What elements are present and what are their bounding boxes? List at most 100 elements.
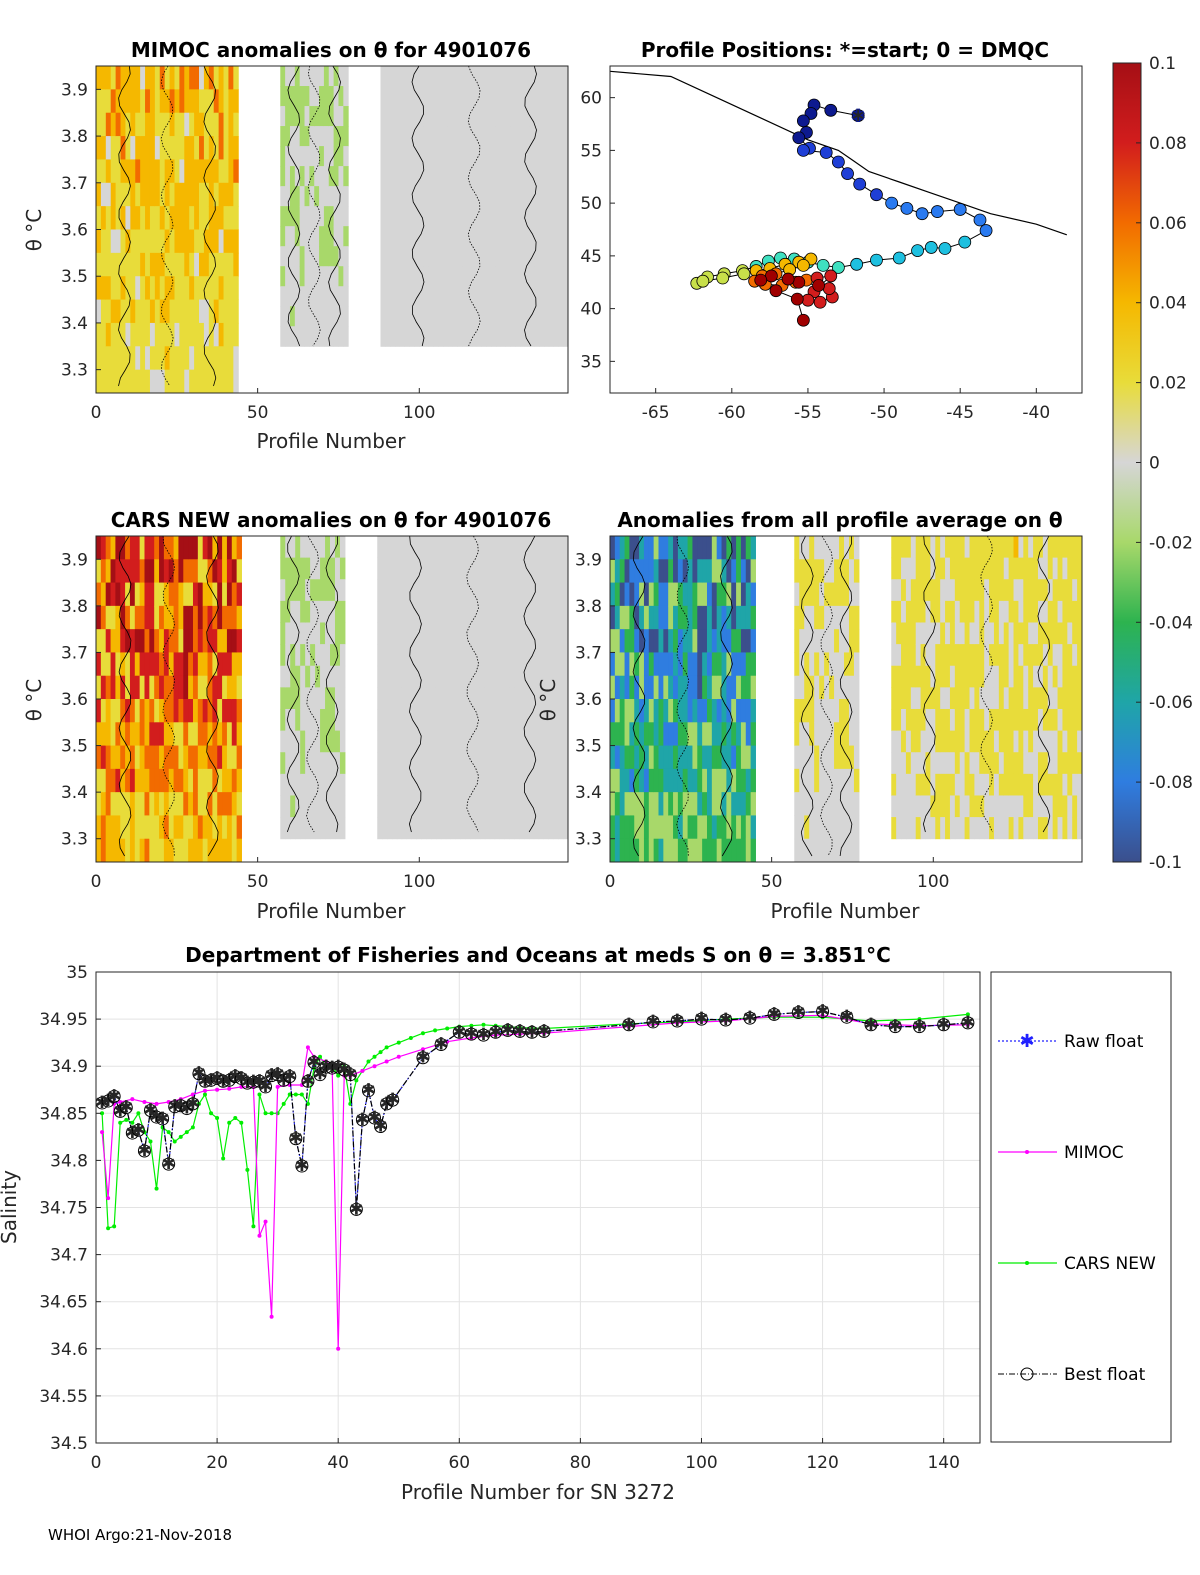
contour-line <box>307 66 321 347</box>
heatmap-cell <box>484 579 491 602</box>
heatmap-cell <box>154 322 161 347</box>
heatmap-cell <box>325 752 331 775</box>
heatmap-cell <box>323 326 330 347</box>
heatmap-cell <box>178 605 184 630</box>
raw-float-point: ✱ <box>815 1002 829 1022</box>
heatmap-cell <box>154 159 161 184</box>
heatmap-cell <box>130 159 136 184</box>
heatmap-cell <box>339 817 346 840</box>
heatmap-cell <box>964 752 971 775</box>
heatmap-cell <box>105 838 112 862</box>
heatmap-cell <box>901 622 907 645</box>
heatmap-cell <box>164 346 171 371</box>
heatmap-cell <box>290 687 296 710</box>
heatmap-cell <box>819 652 825 677</box>
heatmap-cell <box>174 252 180 277</box>
heatmap-cell <box>380 246 386 267</box>
heatmap-cell <box>629 768 635 793</box>
heatmap-cell <box>396 622 403 645</box>
heatmap-cell <box>290 752 296 775</box>
heatmap-cell <box>499 817 505 840</box>
raw-float-point: ✱ <box>864 1015 878 1035</box>
heatmap-cell <box>457 326 463 347</box>
heatmap-cell <box>285 557 291 580</box>
heatmap-cell <box>208 299 215 324</box>
heatmap-cell <box>305 730 311 753</box>
heatmap-cell <box>228 276 234 301</box>
heatmap-cell <box>391 817 398 840</box>
best-float-point <box>150 1110 164 1124</box>
heatmap-cell <box>387 600 393 623</box>
heatmap-cell <box>692 605 698 630</box>
heatmap-cell <box>925 817 931 840</box>
heatmap-cell <box>984 817 990 840</box>
raw-float-point: ✱ <box>537 1021 551 1041</box>
heatmap-cell <box>334 752 341 775</box>
heatmap-cell <box>280 730 286 753</box>
heatmap-cell <box>624 605 630 630</box>
heatmap-cell <box>440 817 447 840</box>
heatmap-cell <box>202 722 209 747</box>
heatmap-cell <box>207 536 213 560</box>
profile-position-marker <box>812 279 825 292</box>
heatmap-cell <box>697 699 703 723</box>
heatmap-cell <box>500 186 506 207</box>
heatmap-cell <box>721 605 727 630</box>
heatmap-cell <box>804 768 810 793</box>
heatmap-cell <box>197 815 204 840</box>
heatmap-cell <box>677 792 684 816</box>
heatmap-cell <box>431 708 437 732</box>
heatmap-cell <box>280 126 286 147</box>
heatmap-cell <box>285 286 291 307</box>
heatmap-cell <box>533 687 540 710</box>
heatmap-cell <box>409 106 415 127</box>
heatmap-cell <box>998 773 1005 796</box>
heatmap-cell <box>421 579 427 602</box>
heatmap-cell <box>338 206 344 227</box>
heatmap-cell <box>515 226 521 247</box>
heatmap-cell <box>1037 795 1044 818</box>
heatmap-cell <box>294 126 301 147</box>
heatmap-cell <box>476 326 482 347</box>
heatmap-cell <box>149 66 156 90</box>
heatmap-cell <box>163 815 170 840</box>
heatmap-cell <box>519 579 525 602</box>
heatmap-cell <box>1028 536 1034 559</box>
heatmap-cell <box>163 722 170 747</box>
heatmap-cell <box>194 136 200 160</box>
heatmap-cell <box>438 186 444 207</box>
heatmap-cell <box>290 600 296 623</box>
heatmap-cell <box>197 768 204 793</box>
heatmap-cell <box>416 752 422 775</box>
heatmap-cell <box>1062 730 1068 753</box>
heatmap-cell <box>494 817 501 840</box>
heatmap-cell <box>920 622 926 645</box>
heatmap-cell <box>457 226 463 247</box>
heatmap-cell <box>442 286 449 307</box>
heatmap-cell <box>824 559 830 584</box>
heatmap-cell <box>314 246 320 267</box>
heatmap-cell <box>452 186 458 207</box>
heatmap-cell <box>553 326 559 347</box>
heatmap-cell <box>740 605 747 630</box>
heatmap-cell <box>945 644 951 667</box>
heatmap-cell <box>848 675 855 700</box>
heatmap-cell <box>213 182 220 207</box>
heatmap-cell <box>406 622 412 645</box>
heatmap-cell <box>440 536 447 559</box>
heatmap-cell <box>1008 600 1015 623</box>
heatmap-cell <box>414 266 420 287</box>
heatmap-cell <box>682 605 689 630</box>
heatmap-cell <box>385 186 391 207</box>
heatmap-cell <box>194 229 200 254</box>
heatmap-cell <box>426 795 432 818</box>
heatmap-cell <box>338 126 344 147</box>
heatmap-cell <box>524 286 531 307</box>
heatmap-cell <box>192 629 199 653</box>
heatmap-cell <box>339 730 346 753</box>
heatmap-cell <box>901 708 907 732</box>
heatmap-cell <box>524 146 531 167</box>
heatmap-cell <box>539 186 545 207</box>
mimoc-point <box>965 1022 970 1027</box>
heatmap-cell <box>140 206 146 230</box>
